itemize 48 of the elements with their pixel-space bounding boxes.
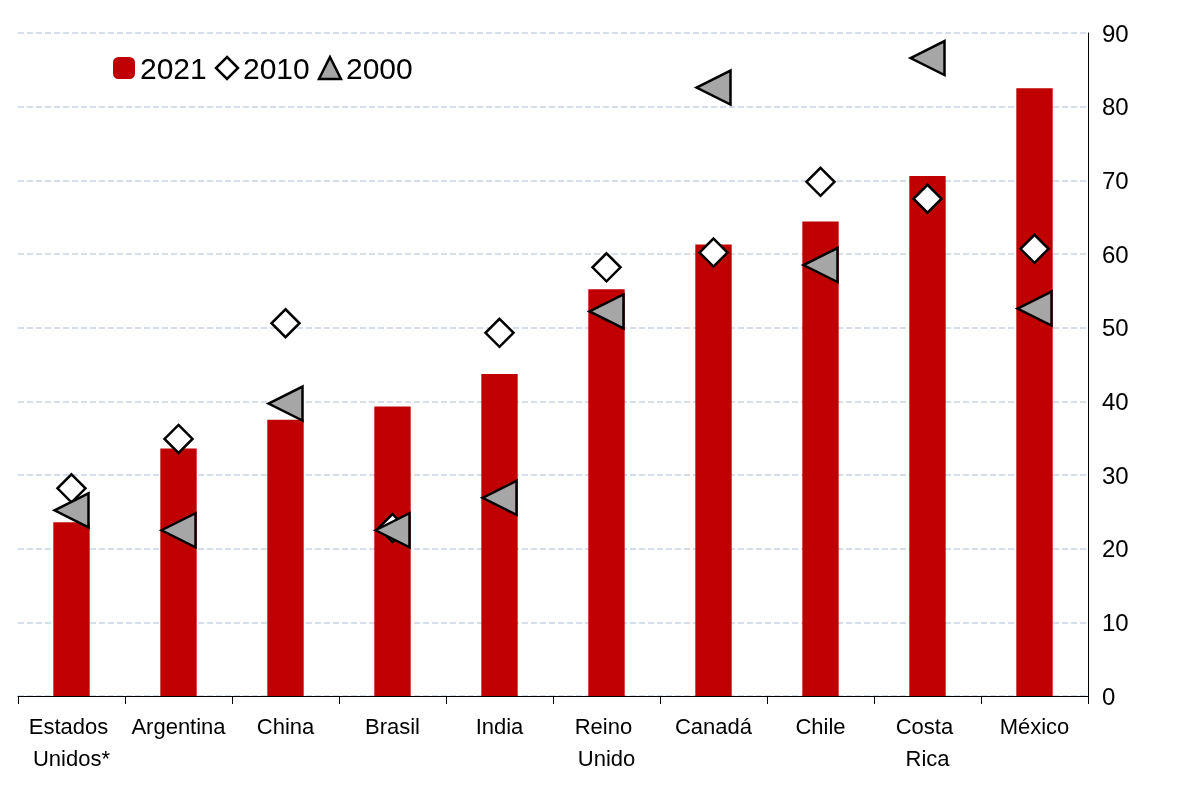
y-tick-label: 80 — [1102, 93, 1129, 121]
legend-label: 2010 — [242, 51, 310, 85]
bar — [802, 221, 839, 696]
bar — [481, 374, 518, 696]
point — [912, 183, 943, 214]
y-tick-label: 0 — [1102, 682, 1116, 710]
point — [267, 385, 304, 422]
point — [805, 166, 836, 198]
point — [481, 479, 518, 517]
point — [909, 39, 946, 77]
y-tick-label: 40 — [1102, 387, 1129, 415]
x-tick-label: Costa Rica — [895, 713, 960, 771]
y-tick-label: 20 — [1102, 535, 1129, 563]
point — [802, 246, 839, 284]
point — [53, 492, 90, 529]
bar — [160, 448, 197, 696]
bar — [267, 419, 304, 696]
x-tick-label: Reino Unido — [574, 713, 639, 771]
point — [160, 512, 197, 549]
point — [588, 293, 625, 330]
y-tick-label: 70 — [1102, 166, 1129, 194]
bar — [909, 175, 946, 696]
bar — [374, 406, 411, 696]
point — [270, 308, 301, 339]
point — [1019, 233, 1050, 265]
legend-label: 2021 — [140, 51, 207, 85]
x-tick-label: Argentina — [131, 713, 227, 739]
point — [698, 237, 729, 268]
y-tick-label: 50 — [1102, 314, 1129, 342]
legend-label: 2000 — [345, 51, 413, 85]
bar — [588, 289, 625, 696]
y-tick-label: 90 — [1102, 19, 1129, 47]
y-tick-label: 60 — [1102, 240, 1129, 268]
x-tick-label: Chile — [795, 713, 846, 739]
point — [1016, 290, 1053, 327]
x-tick-label: Canadá — [674, 713, 753, 739]
x-tick-label: India — [475, 713, 525, 739]
point — [163, 423, 194, 455]
point — [695, 69, 732, 106]
bar — [1016, 88, 1053, 696]
y-tick-label: 30 — [1102, 461, 1129, 489]
bar — [53, 522, 90, 696]
x-tick-label: Brasil — [364, 713, 421, 739]
x-tick-label: Estados Unidos* — [28, 713, 115, 771]
y-tick-label: 10 — [1102, 608, 1129, 636]
bar — [695, 244, 732, 696]
x-tick-label: China — [256, 713, 315, 739]
x-tick-label: México — [999, 713, 1070, 739]
